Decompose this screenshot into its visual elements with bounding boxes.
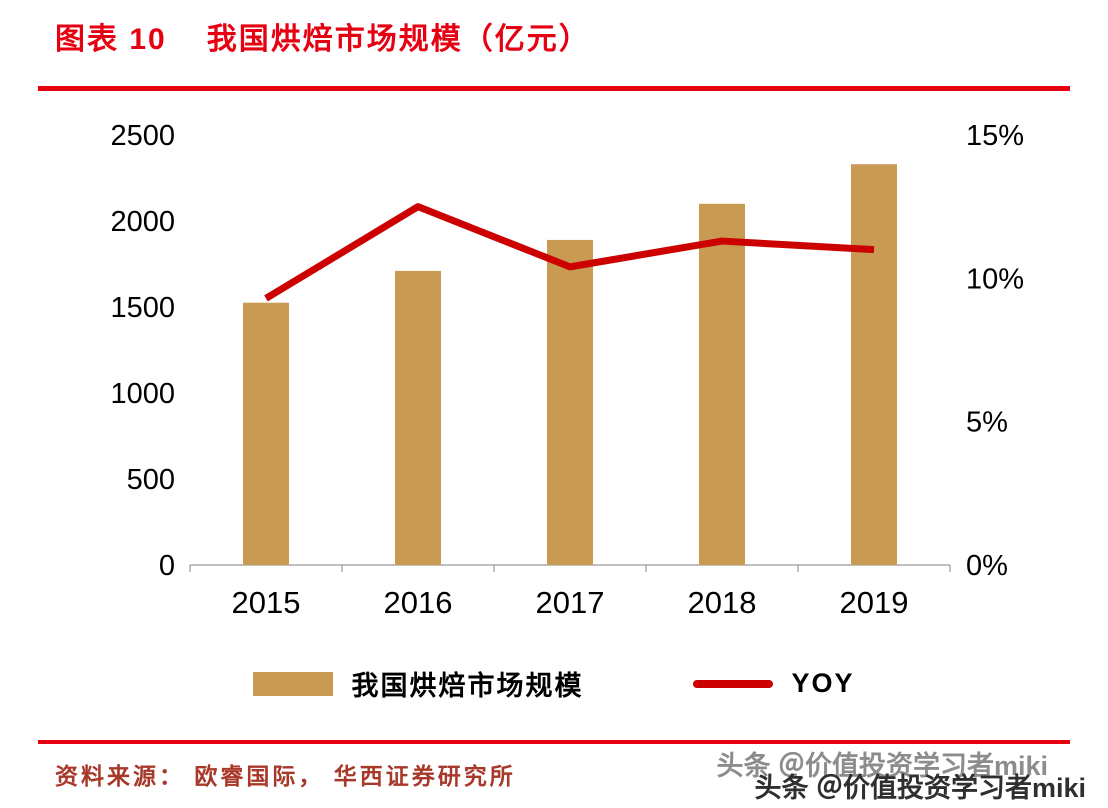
chart-title-label: 图表 10	[55, 23, 167, 56]
left-axis-tick-label: 1500	[110, 292, 175, 324]
title-rule	[38, 86, 1070, 91]
x-axis-label-2019: 2019	[840, 585, 909, 620]
watermark-ghost: 头条 ＠价值投资学习者miki	[716, 751, 1048, 781]
left-axis-tick-label: 2500	[110, 120, 175, 152]
legend-item-yoy: YOY	[693, 668, 854, 699]
bar-2016	[395, 270, 441, 565]
right-axis-tick-label: 0%	[966, 550, 1008, 582]
chart-title-text: 我国烘焙市场规模（亿元）	[206, 23, 591, 56]
legend-item-market-size: 我国烘焙市场规模	[253, 664, 583, 703]
bar-series-swatch	[253, 671, 334, 696]
left-axis-tick-label: 500	[127, 464, 175, 496]
left-axis-tick-label: 2000	[110, 206, 175, 238]
left-axis-tick-label: 1000	[110, 378, 175, 410]
x-axis-label-2017: 2017	[536, 585, 605, 620]
x-axis-label-2018: 2018	[688, 585, 757, 620]
bar-2019	[851, 164, 897, 566]
footer-rule	[38, 740, 1070, 744]
left-axis-tick-label: 0	[159, 550, 175, 582]
right-axis-tick-label: 10%	[966, 263, 1024, 295]
bar-2018	[699, 203, 745, 566]
watermark: 头条 ＠价值投资学习者miki	[754, 773, 1086, 803]
chart-legend: 我国烘焙市场规模 YOY	[0, 664, 1108, 703]
chart-svg: 0 500 1000 1500 2000 2500 0% 5% 10% 15% 2015 2016 20…	[110, 120, 1024, 620]
yoy-line	[264, 203, 875, 302]
chart-area: 0 500 1000 1500 2000 2500 0% 5% 10% 15% 2015 2016 20…	[0, 105, 1108, 650]
legend-label-market-size: 我国烘焙市场规模	[351, 671, 584, 701]
chart-title: 图表 10 我国烘焙市场规模（亿元）	[55, 14, 591, 58]
x-axis-label-2015: 2015	[232, 585, 301, 620]
legend-label-yoy: YOY	[791, 668, 855, 698]
line-series-swatch	[693, 679, 774, 688]
x-axis-label-2016: 2016	[384, 585, 453, 620]
bar-2017	[547, 239, 593, 566]
source-text: 资料来源： 欧睿国际， 华西证券研究所	[55, 763, 516, 789]
right-axis-tick-label: 5%	[966, 407, 1008, 439]
bar-2015	[243, 302, 289, 565]
right-axis-tick-label: 15%	[966, 120, 1024, 152]
